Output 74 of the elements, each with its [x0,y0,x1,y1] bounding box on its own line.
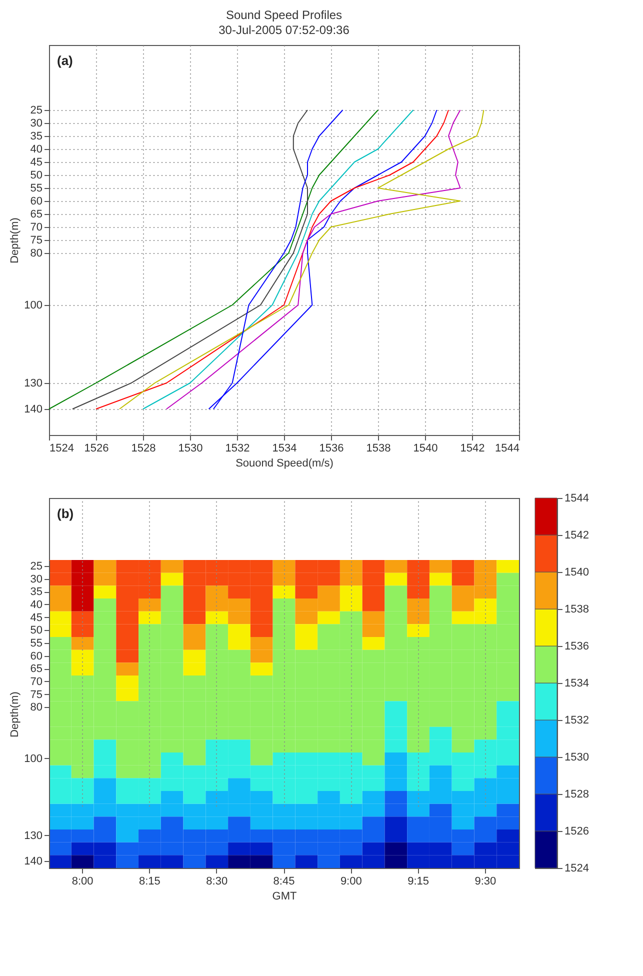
color-bar-label: 1528 [564,788,589,800]
x-tick-label: 1528 [131,442,156,454]
y-tick-label: 130 [24,378,42,390]
x-tick-label: 1544 [495,442,520,454]
y-tick-label: 65 [30,208,42,220]
text: (b) [57,506,74,521]
line-series [72,110,308,410]
y-axis-title: Depth(m) [9,692,22,738]
x-tick-label: 8:45 [273,876,295,888]
y-tick-label: 35 [30,586,42,598]
color-bar-label: 1540 [564,566,589,578]
x-tick-label: 1538 [366,442,391,454]
line-series [119,110,484,410]
y-tick-label: 100 [24,752,42,765]
y-tick-label: 140 [24,404,42,416]
color-bar-label: 1538 [564,604,589,616]
line-series [208,110,438,410]
x-axis-title: Souond Speed(m/s) [236,458,334,470]
color-bar-label: 1544 [564,492,589,504]
y-tick-label: 40 [30,598,42,611]
line-series [96,110,449,410]
y-tick-label: 35 [30,130,42,142]
y-tick-label: 80 [30,702,42,714]
x-tick-label: 1534 [272,442,297,454]
y-tick-label: 70 [30,676,42,688]
y-tick-label: 55 [30,182,42,194]
y-tick-label: 45 [30,612,42,624]
y-tick-label: 60 [30,650,42,662]
x-axis-title: GMT [272,890,297,902]
y-tick-label: 75 [30,234,42,246]
x-tick-label: 9:30 [474,876,496,888]
y-axis-title: Depth(m) [9,218,22,264]
chart-subtitle: 30-Jul-2005 07:52-09:36 [218,23,350,37]
chart-title: Sound Speed Profiles [226,8,342,22]
y-tick-label: 65 [30,663,42,676]
x-tick-label: 1526 [84,442,109,454]
x-tick-label: 8:30 [206,876,228,888]
y-tick-label: 140 [24,856,42,868]
line-series [142,110,414,410]
color-bar-label: 1542 [564,530,589,542]
x-tick-label: 1542 [460,442,485,454]
x-tick-label: 8:00 [72,876,94,888]
x-tick-label: 8:15 [139,876,160,888]
x-tick-label: 1532 [225,442,250,454]
color-bar-label: 1530 [564,752,589,764]
y-tick-label: 45 [30,156,42,168]
y-tick-label: 75 [30,688,42,701]
y-tick-label: 55 [30,637,42,650]
color-bar-label: 1532 [564,714,589,726]
color-bar-label: 1536 [564,640,589,652]
y-tick-label: 80 [30,248,42,260]
y-tick-label: 30 [30,573,42,586]
line-series [48,110,378,410]
y-tick-label: 100 [24,300,42,312]
line-series [166,110,461,410]
color-bar-label: 1524 [564,862,589,874]
y-tick-label: 60 [30,196,42,208]
y-tick-label: 25 [30,560,42,572]
y-tick-label: 30 [30,118,42,130]
y-tick-label: 50 [30,624,42,637]
annotation: (a) [57,53,73,68]
color-bar-label: 1534 [564,678,589,690]
x-tick-label: 1540 [413,442,438,454]
color-bar-label: 1526 [564,826,589,838]
y-tick-label: 130 [24,830,42,842]
y-tick-label: 40 [30,144,42,156]
x-tick-label: 1524 [50,442,74,454]
x-tick-label: 9:15 [408,876,429,888]
x-tick-label: 1530 [178,442,203,454]
y-tick-label: 25 [30,104,42,116]
y-tick-label: 50 [30,170,42,182]
x-tick-label: 9:00 [340,876,362,888]
y-tick-label: 70 [30,222,42,234]
x-tick-label: 1536 [319,442,344,454]
